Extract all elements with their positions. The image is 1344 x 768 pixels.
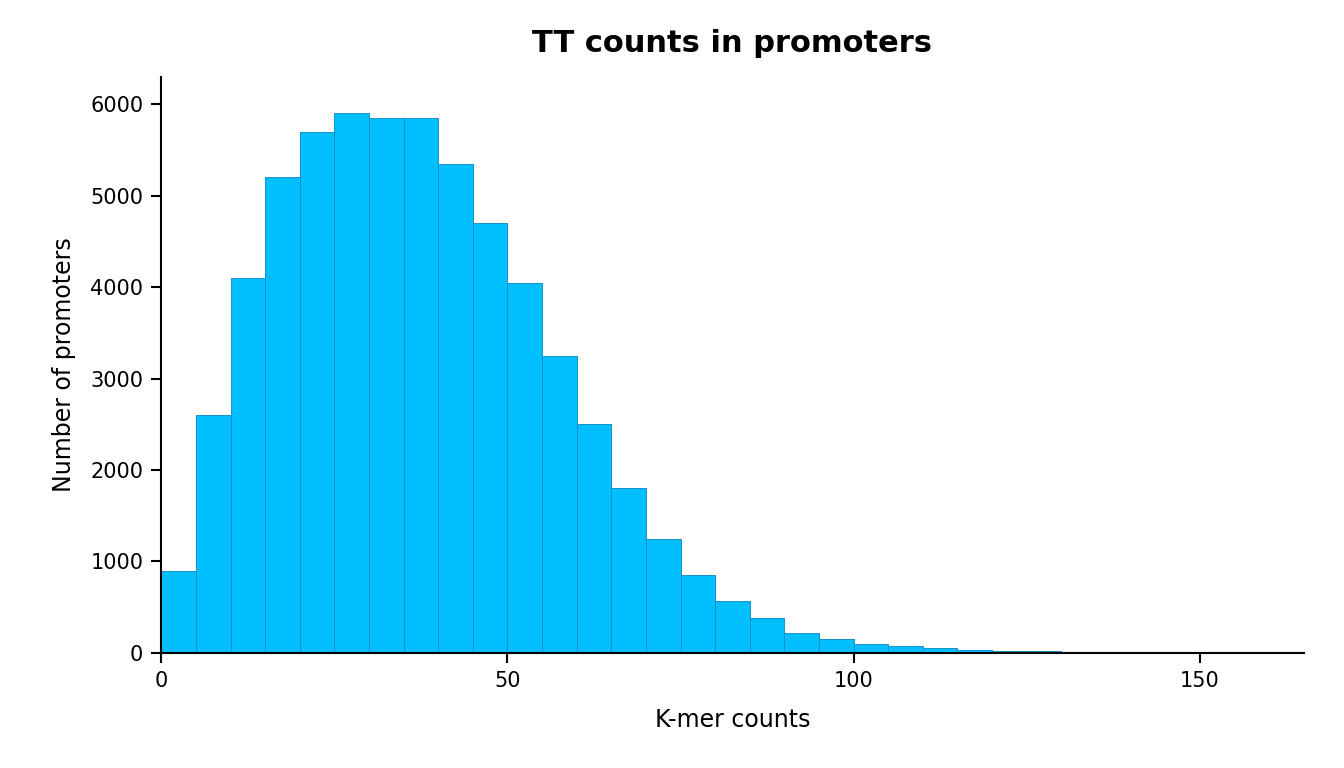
Bar bbox=[853, 644, 888, 653]
X-axis label: K-mer counts: K-mer counts bbox=[655, 707, 810, 732]
Bar bbox=[370, 118, 403, 653]
Y-axis label: Number of promoters: Number of promoters bbox=[52, 237, 77, 492]
Bar bbox=[542, 356, 577, 653]
Bar bbox=[231, 278, 265, 653]
Bar bbox=[957, 650, 992, 653]
Bar bbox=[715, 601, 750, 653]
Bar bbox=[612, 488, 646, 653]
Bar bbox=[923, 648, 957, 653]
Bar bbox=[508, 283, 542, 653]
Bar bbox=[646, 538, 680, 653]
Bar bbox=[1062, 652, 1095, 653]
Bar bbox=[818, 639, 853, 653]
Bar bbox=[888, 647, 923, 653]
Bar bbox=[438, 164, 473, 653]
Bar bbox=[750, 618, 785, 653]
Bar bbox=[196, 415, 231, 653]
Bar bbox=[992, 651, 1027, 653]
Title: TT counts in promoters: TT counts in promoters bbox=[532, 28, 933, 58]
Bar bbox=[161, 571, 196, 653]
Bar bbox=[473, 223, 508, 653]
Bar bbox=[300, 131, 335, 653]
Bar bbox=[680, 575, 715, 653]
Bar bbox=[265, 177, 300, 653]
Bar bbox=[577, 424, 612, 653]
Bar bbox=[403, 118, 438, 653]
Bar bbox=[785, 633, 818, 653]
Bar bbox=[1027, 651, 1062, 653]
Bar bbox=[335, 114, 370, 653]
